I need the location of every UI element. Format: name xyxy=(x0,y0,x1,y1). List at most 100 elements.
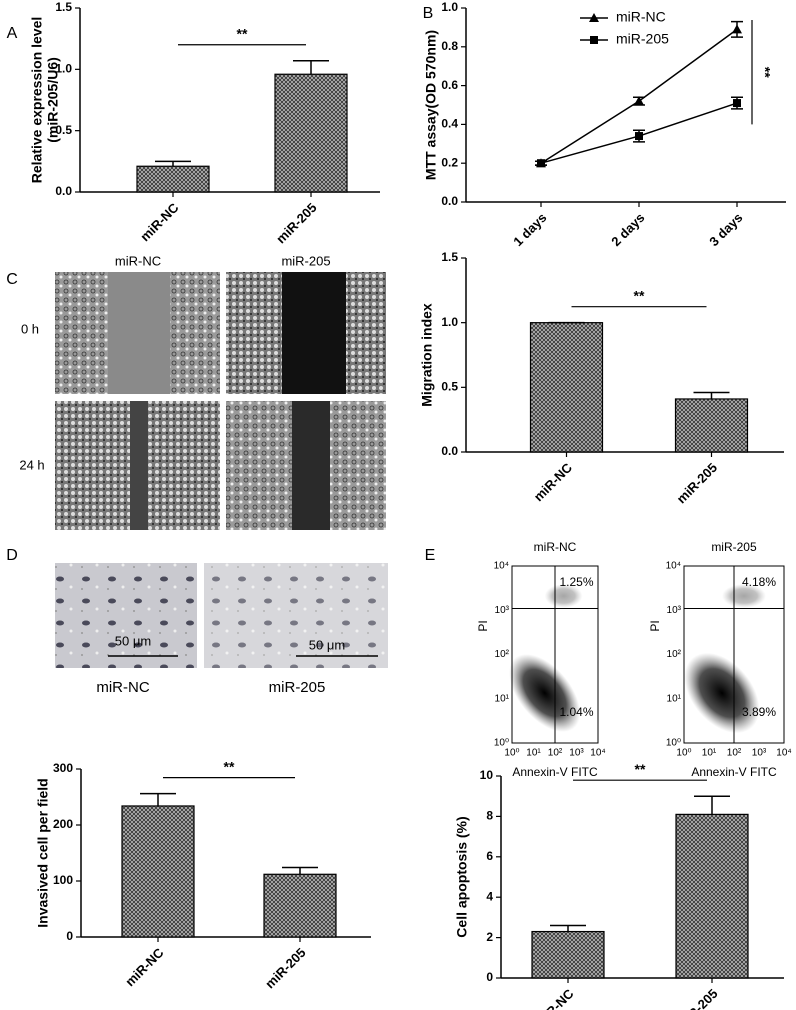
bar xyxy=(531,930,605,979)
column-label: miR-205 xyxy=(281,253,330,268)
wound-gap xyxy=(130,401,148,530)
x-tick-label: 10¹ xyxy=(526,748,541,759)
y-tick-label: 1.5 xyxy=(55,0,72,14)
y-tick-label: 0.5 xyxy=(55,123,72,137)
y-tick-label: 0.0 xyxy=(441,444,458,458)
bar xyxy=(529,322,604,453)
y-tick-label: 10¹ xyxy=(495,693,510,704)
x-tick-label: miR-NC xyxy=(137,200,182,245)
y-tick-label: 4 xyxy=(486,889,493,903)
y-tick-label: 2 xyxy=(486,930,493,944)
x-tick-label: miR-205 xyxy=(273,200,319,246)
legend-label: miR-NC xyxy=(616,9,666,25)
y-tick-label: 6 xyxy=(486,849,493,863)
image xyxy=(55,563,197,668)
x-tick-label: miR-NC xyxy=(122,945,167,990)
x-tick-label: miR-NC xyxy=(532,986,577,1010)
quadrant-label: 1.04% xyxy=(559,705,593,719)
y-axis-label: Migration index xyxy=(419,303,435,407)
significance-label: ** xyxy=(757,67,773,78)
x-tick-label: 10³ xyxy=(752,748,767,759)
caption: miR-205 xyxy=(269,679,326,696)
y-tick-label: 0.0 xyxy=(441,194,458,208)
y-tick-label: 1.0 xyxy=(441,0,458,14)
y-tick-label: 10¹ xyxy=(667,693,682,704)
density xyxy=(684,652,760,734)
x-axis-label: Annexin-V FITC xyxy=(691,765,777,779)
y-tick-label: 100 xyxy=(53,873,73,887)
y-tick-label: 1.0 xyxy=(55,62,72,76)
scale-label: 50 μm xyxy=(309,637,345,652)
y-tick-label: 0.2 xyxy=(441,155,458,169)
error-bar xyxy=(694,795,730,815)
error-bar xyxy=(550,924,586,932)
error-bar xyxy=(693,391,730,399)
bar xyxy=(263,873,337,938)
significance-label: ** xyxy=(635,761,646,777)
x-tick-label: 10⁴ xyxy=(590,748,605,759)
x-tick-label: 10⁴ xyxy=(776,748,791,759)
y-tick-label: 10⁴ xyxy=(666,561,681,572)
marker xyxy=(635,132,643,141)
y-tick-label: 10³ xyxy=(667,605,682,616)
wound-gap xyxy=(282,272,346,394)
quadrant-label: 1.25% xyxy=(559,575,593,589)
y-axis-label: Relative expression level xyxy=(29,17,45,184)
quadrant-label: 3.89% xyxy=(742,705,776,719)
marker xyxy=(537,159,545,168)
bar xyxy=(136,165,210,193)
chart: B 0.0 0.2 0.4 0.6 0.8 1.0 MTT assay(OD 570nm) 1 … xyxy=(423,0,786,249)
y-tick-label: 0.6 xyxy=(441,78,458,92)
x-tick-label: 10¹ xyxy=(702,748,717,759)
y-tick-label: 0.4 xyxy=(441,117,458,131)
y-tick-label: 10³ xyxy=(495,605,510,616)
y-axis-label: PI xyxy=(476,620,490,631)
y-tick-label: 300 xyxy=(53,761,73,775)
y-tick-label: 0.0 xyxy=(55,184,72,198)
plot-title: miR-NC xyxy=(534,540,577,554)
marker xyxy=(733,99,741,108)
marker xyxy=(732,24,742,34)
y-tick-label: 1.0 xyxy=(441,315,458,329)
legend-marker xyxy=(589,13,599,22)
y-tick-label: 10² xyxy=(495,649,510,660)
invasion-images: 50 μm 50 μm miR-NC miR-205 xyxy=(55,563,388,696)
x-tick-label: miR-205 xyxy=(674,986,720,1010)
x-tick-label: miR-NC xyxy=(531,460,576,505)
x-tick-label: 2 days xyxy=(608,210,647,249)
wound-images: miR-NC miR-205 0 h 24 h xyxy=(19,253,386,530)
panel-letter: D xyxy=(6,547,18,564)
density xyxy=(544,584,583,608)
scale-label: 50 μm xyxy=(115,633,151,648)
chart: A 0.0 0.5 1.0 1.5 Relative expression level (m… xyxy=(7,0,380,246)
y-tick-label: 10⁰ xyxy=(494,738,509,749)
y-tick-label: 10² xyxy=(667,649,682,660)
panel-letter: B xyxy=(423,5,434,22)
y-tick-label: 200 xyxy=(53,817,73,831)
wound-gap xyxy=(292,401,330,530)
legend-marker xyxy=(590,36,598,44)
y-axis-label: Invasived cell per field xyxy=(35,778,51,927)
column-label: miR-NC xyxy=(115,253,161,268)
density xyxy=(509,654,581,732)
x-tick-label: 10³ xyxy=(569,748,584,759)
x-tick-label: 10⁰ xyxy=(504,748,519,759)
bar xyxy=(674,398,749,453)
plot-title: miR-205 xyxy=(711,540,757,554)
panel-letter: C xyxy=(6,271,18,288)
marker xyxy=(634,96,644,106)
y-tick-label: 0.5 xyxy=(441,380,458,394)
panel-letter: A xyxy=(7,25,18,42)
x-tick-label: miR-205 xyxy=(262,945,308,991)
x-tick-label: 3 days xyxy=(706,210,745,249)
y-axis-label: (miR-205/U6) xyxy=(45,57,61,143)
bar xyxy=(675,813,749,979)
row-label: 0 h xyxy=(21,321,39,336)
legend-label: miR-205 xyxy=(616,31,669,47)
panel-letter: E xyxy=(425,547,436,564)
y-tick-label: 1.5 xyxy=(441,250,458,264)
error-bar xyxy=(293,59,329,75)
y-tick-label: 10⁴ xyxy=(494,561,509,572)
